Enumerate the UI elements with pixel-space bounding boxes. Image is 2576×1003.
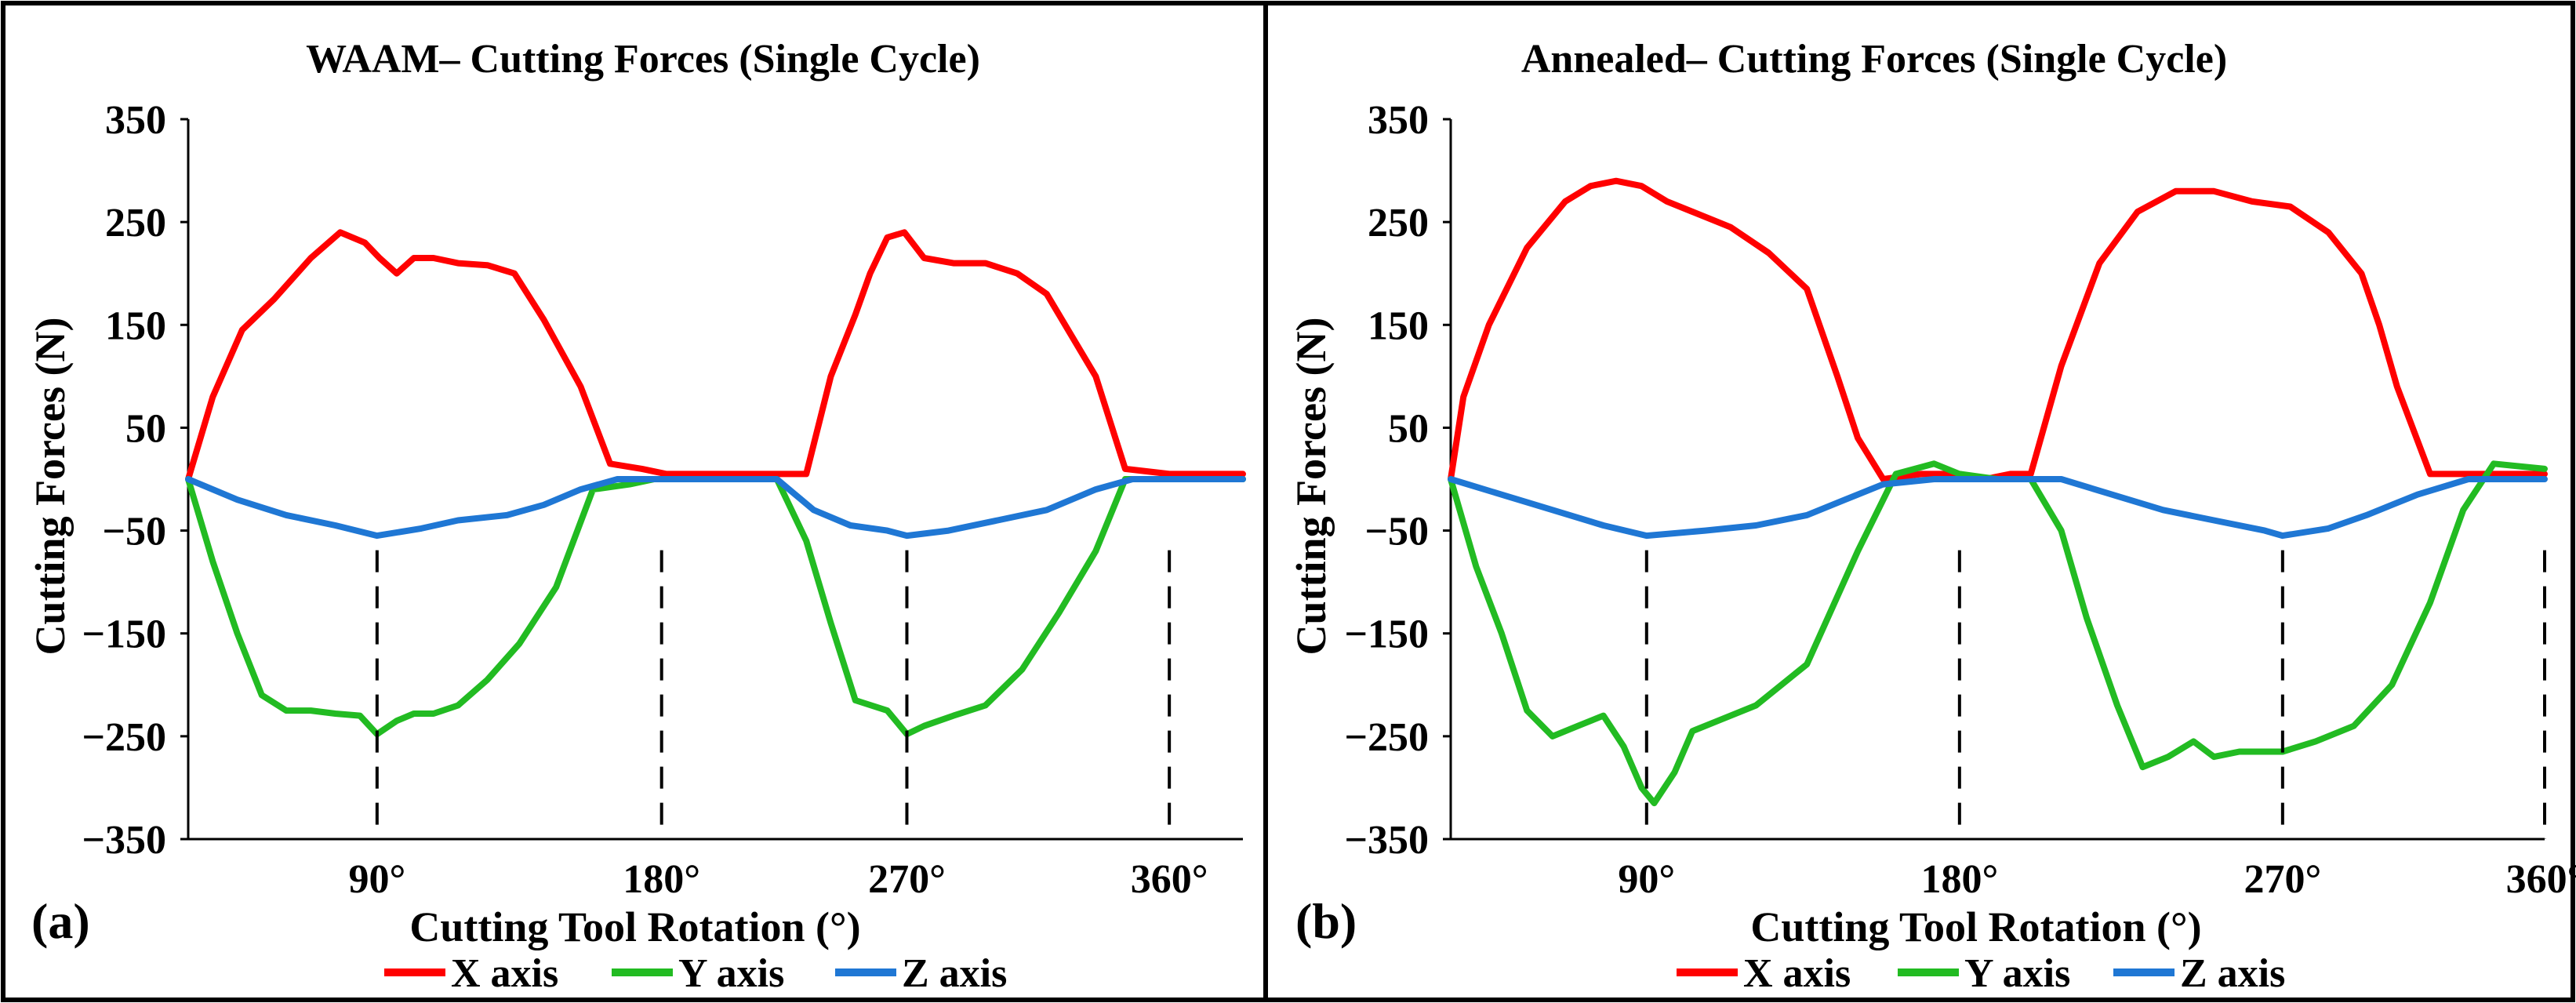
panel-a-letter: (a) xyxy=(31,893,90,949)
panel-a-title: WAAM– Cutting Forces (Single Cycle) xyxy=(306,37,980,82)
y-tick-label: 150 xyxy=(1368,303,1429,348)
y-tick-label: −50 xyxy=(102,510,166,554)
legend-x-axis-label: X axis xyxy=(1743,951,1851,996)
y-tick-label: 50 xyxy=(1388,406,1429,451)
rotation-marker-label: 270° xyxy=(2244,857,2321,902)
y-tick-label: 250 xyxy=(1368,201,1429,245)
y-tick-label: −150 xyxy=(1344,612,1429,657)
series-y-axis-line xyxy=(1448,460,2548,807)
legend-z-axis-label: Z axis xyxy=(902,951,1007,996)
series-x-axis-line xyxy=(185,229,1246,482)
y-tick-label: 350 xyxy=(1368,98,1429,143)
rotation-marker-label: 270° xyxy=(868,857,946,902)
series-z-axis-line xyxy=(1448,476,2548,540)
legend-z-axis-label: Z axis xyxy=(2180,951,2285,996)
rotation-marker-label: 180° xyxy=(1920,857,1998,902)
y-tick-label: −150 xyxy=(82,612,166,657)
panel-a-xlabel: Cutting Tool Rotation (°) xyxy=(409,903,860,950)
panel-b-legend: X axis Y axis Z axis xyxy=(1677,951,2285,996)
rotation-marker-label: 360° xyxy=(2506,857,2576,902)
legend-x-axis-label: X axis xyxy=(451,951,558,996)
y-tick-label: 250 xyxy=(105,201,166,245)
rotation-marker-label: 360° xyxy=(1131,857,1208,902)
panel-a-legend: X axis Y axis Z axis xyxy=(384,951,1007,996)
series-y-axis-line xyxy=(185,476,1246,738)
rotation-marker-label: 90° xyxy=(348,857,405,902)
rotation-marker-label: 90° xyxy=(1618,857,1675,902)
y-tick-label: −350 xyxy=(1344,818,1429,863)
y-tick-label: −350 xyxy=(82,818,166,863)
y-tick-label: −50 xyxy=(1364,510,1429,554)
panel-b: Annealed– Cutting Forces (Single Cycle) … xyxy=(1288,37,2576,996)
panel-b-title: Annealed– Cutting Forces (Single Cycle) xyxy=(1521,37,2227,82)
y-tick-label: 50 xyxy=(125,406,166,451)
y-tick-label: −250 xyxy=(1344,715,1429,760)
y-tick-label: −250 xyxy=(82,715,166,760)
panel-a-ylabel: Cutting Forces (N) xyxy=(27,318,74,656)
series-z-axis-line xyxy=(185,476,1246,540)
legend-y-axis-label: Y axis xyxy=(1964,951,2070,996)
panel-b-letter: (b) xyxy=(1295,893,1357,949)
panel-b-xlabel: Cutting Tool Rotation (°) xyxy=(1750,903,2201,950)
panel-a: WAAM– Cutting Forces (Single Cycle) Cutt… xyxy=(27,37,1246,996)
legend-y-axis-label: Y axis xyxy=(678,951,784,996)
rotation-marker-label: 180° xyxy=(623,857,700,902)
y-tick-label: 150 xyxy=(105,303,166,348)
series-x-axis-line xyxy=(1448,177,2548,482)
panel-b-ylabel: Cutting Forces (N) xyxy=(1288,318,1335,656)
y-tick-label: 350 xyxy=(105,98,166,143)
